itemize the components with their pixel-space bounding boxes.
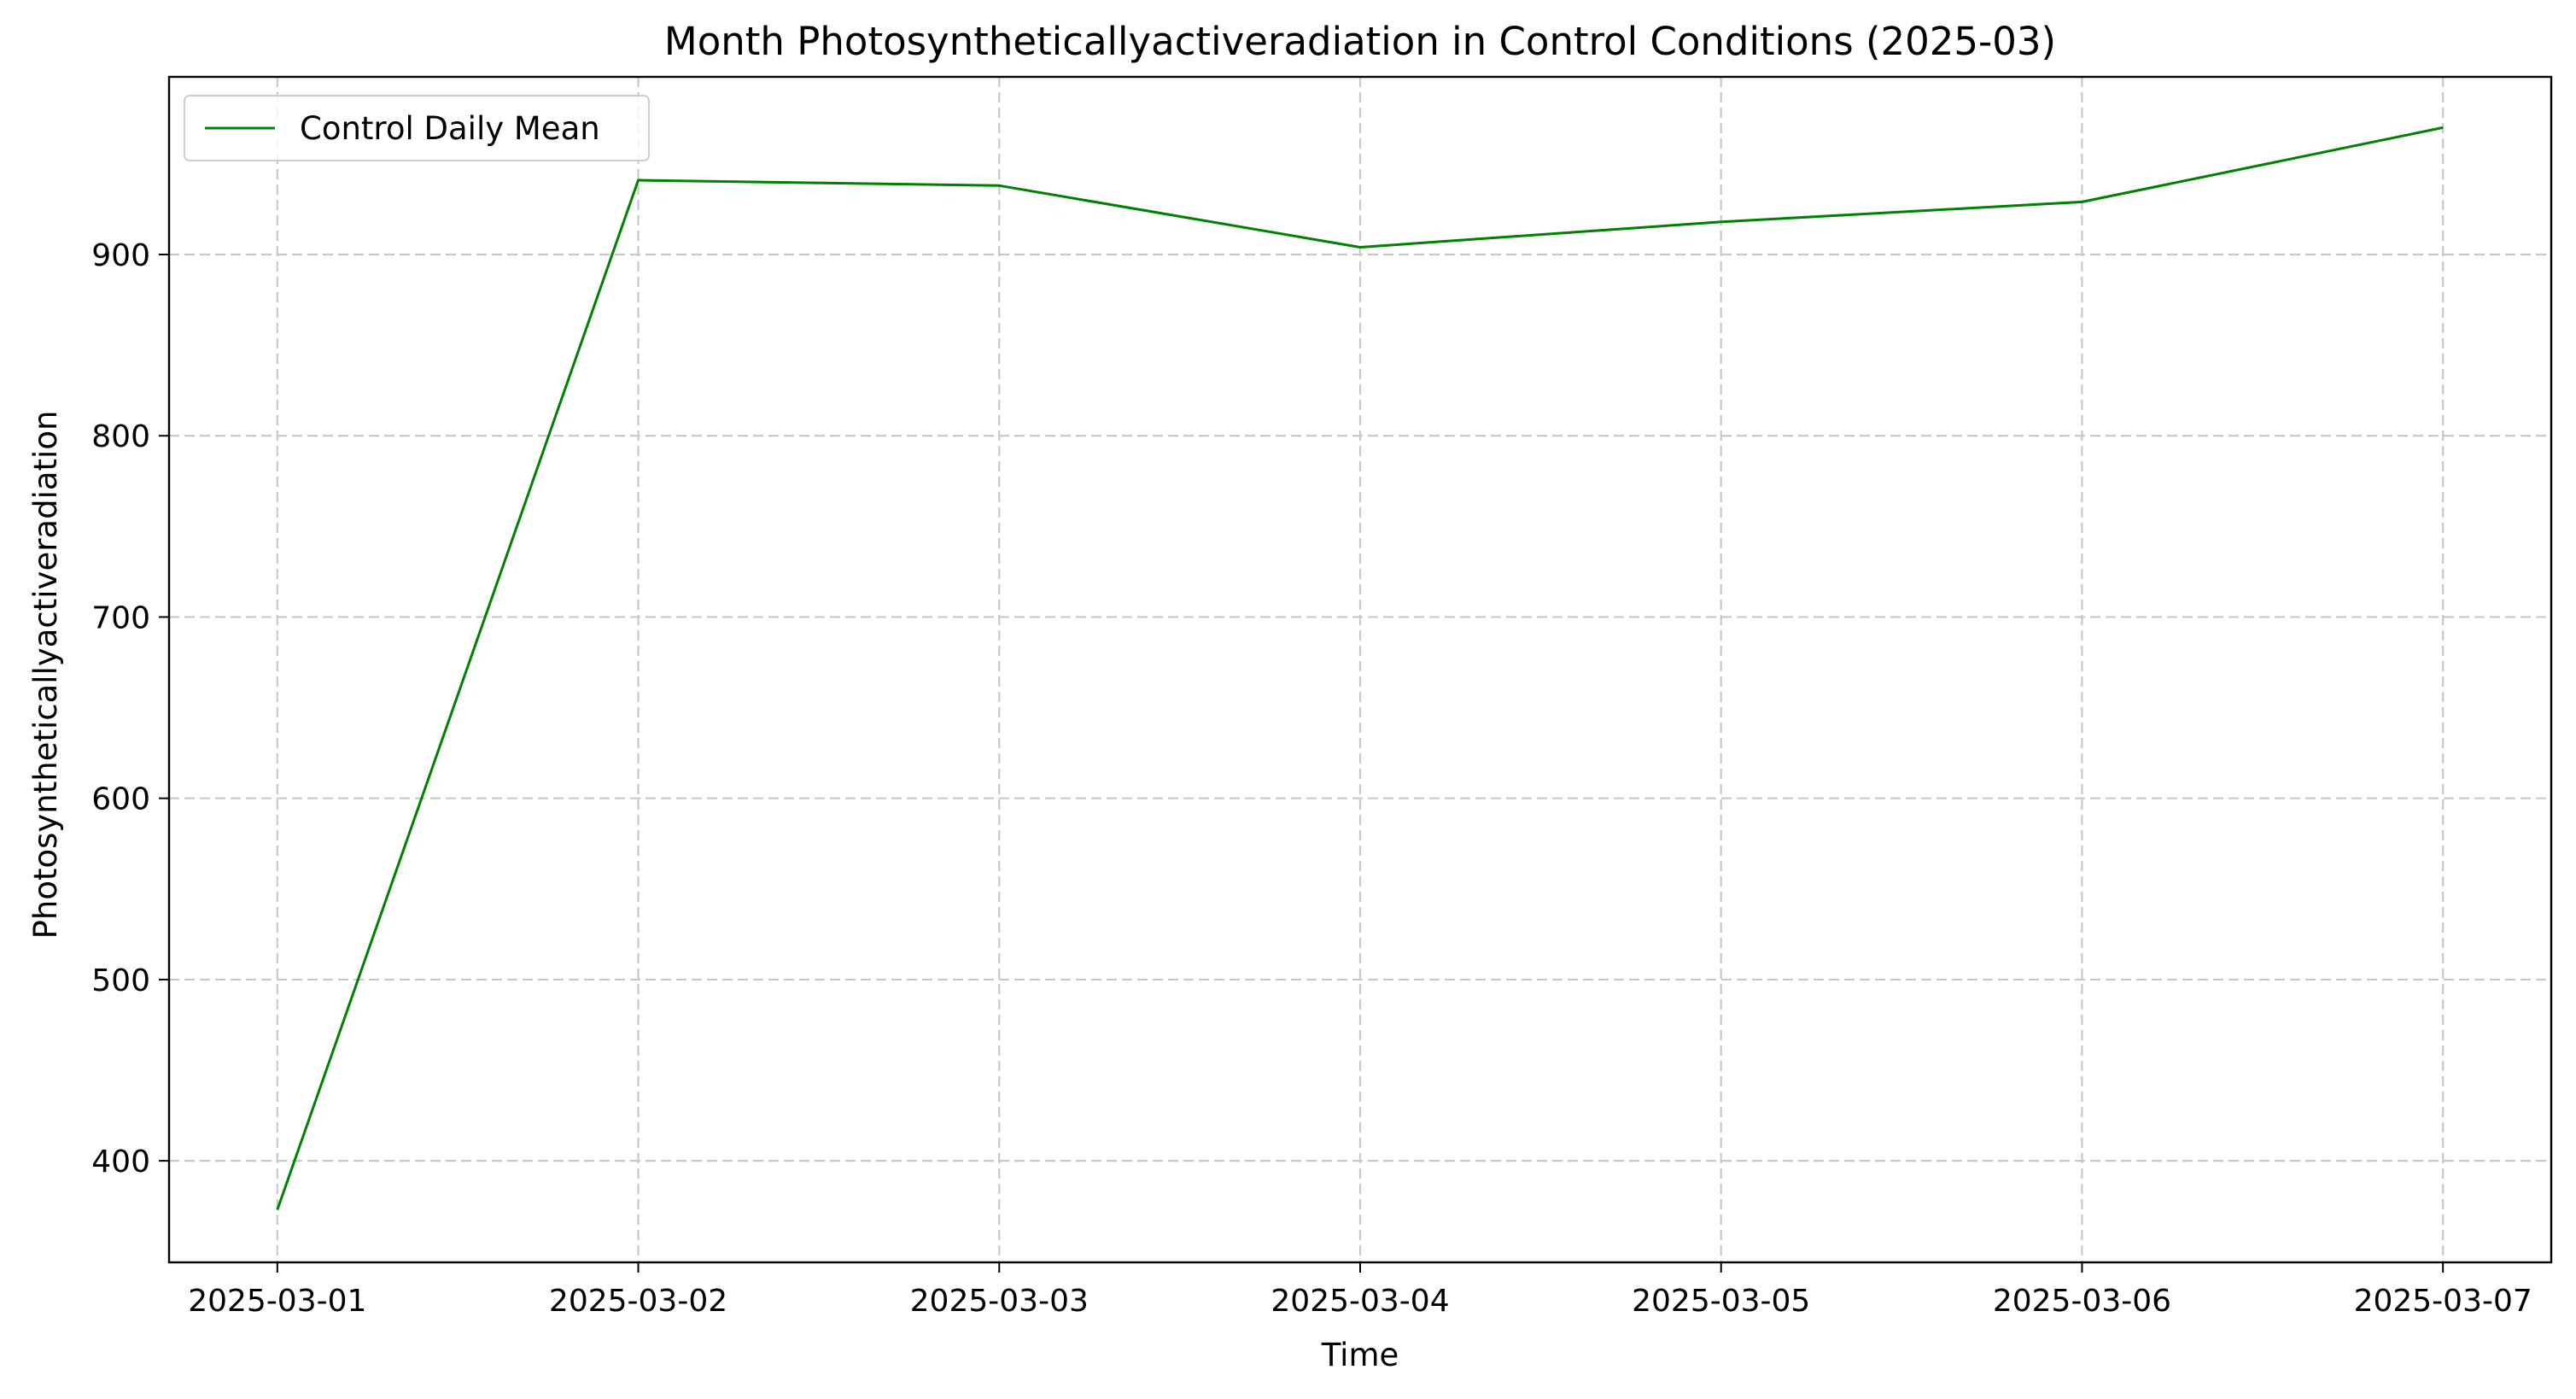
x-tick-label: 2025-03-04 [1270, 1284, 1449, 1319]
x-tick-label: 2025-03-05 [1632, 1284, 1810, 1319]
y-tick-label: 900 [91, 238, 150, 273]
y-axis-ticks: 400 500 600 700 800 900 [91, 238, 169, 1179]
series-layer [276, 126, 2444, 1210]
y-tick-label: 600 [91, 782, 150, 817]
x-axis-ticks: 2025-03-01 2025-03-02 2025-03-03 2025-03-04… [188, 1262, 2532, 1319]
y-tick-label: 500 [91, 963, 150, 998]
y-tick-label: 700 [91, 600, 150, 635]
x-tick-label: 2025-03-07 [2354, 1284, 2532, 1319]
x-gridlines [276, 77, 2445, 1262]
legend-box [184, 95, 650, 161]
chart-title: Month Photosyntheticallyactiveradiation … [664, 19, 2056, 64]
y-axis-label: Photosyntheticallyactiveradiation [27, 411, 64, 939]
x-tick-label: 2025-03-06 [1993, 1284, 2171, 1319]
legend-label-control-daily-mean: Control Daily Mean [300, 110, 600, 147]
x-axis-label: Time [1321, 1337, 1399, 1373]
x-tick-label: 2025-03-03 [910, 1284, 1089, 1319]
y-tick-label: 800 [91, 419, 150, 454]
legend: Control Daily Mean [184, 95, 650, 161]
x-tick-label: 2025-03-02 [549, 1284, 727, 1319]
y-gridlines [169, 253, 2551, 1162]
x-tick-label: 2025-03-01 [188, 1284, 366, 1319]
y-tick-label: 400 [91, 1144, 150, 1179]
